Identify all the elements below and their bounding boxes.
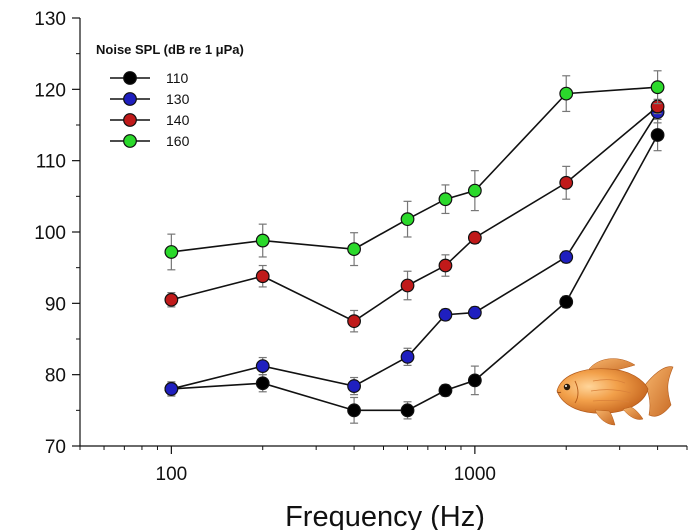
data-point — [347, 379, 361, 393]
series-line — [171, 105, 659, 323]
legend-marker — [123, 113, 137, 127]
goldfish-icon — [556, 358, 674, 426]
series-130 — [164, 100, 665, 396]
data-point — [559, 250, 574, 264]
x-tick-label: 100 — [156, 464, 188, 485]
legend-label: 110 — [166, 70, 189, 86]
data-point — [400, 349, 415, 364]
y-tick-label: 100 — [34, 223, 66, 244]
data-point — [467, 230, 482, 245]
data-point — [400, 278, 415, 293]
x-tick-label: 1000 — [454, 464, 496, 485]
data-point — [467, 373, 482, 388]
legend-item-110: 110 — [110, 70, 189, 86]
data-point — [650, 128, 665, 142]
series-layer — [164, 70, 665, 424]
y-ticks: 70 80 90 100 110 120 130 — [34, 9, 80, 458]
y-tick-label: 70 — [45, 437, 66, 458]
series-line — [171, 134, 659, 412]
x-axis-title: Frequency (Hz) — [285, 501, 485, 530]
y-tick-label: 130 — [34, 9, 66, 30]
y-tick-label: 90 — [45, 294, 66, 315]
x-ticks: 100 1000 — [79, 446, 688, 485]
legend-item-130: 130 — [110, 91, 190, 107]
y-tick-label: 80 — [45, 366, 66, 387]
data-point — [347, 314, 361, 329]
y-tick-label: 110 — [36, 152, 66, 173]
legend: Noise SPL (dB re 1 μPa) 110 130 140 160 — [96, 42, 244, 149]
data-point — [255, 359, 270, 374]
series-160 — [164, 70, 665, 271]
legend-title: Noise SPL (dB re 1 μPa) — [96, 42, 244, 57]
legend-marker — [123, 134, 137, 148]
data-point — [164, 382, 179, 396]
legend-item-140: 140 — [110, 112, 190, 128]
data-point — [347, 242, 361, 257]
data-point — [559, 86, 574, 101]
data-point — [347, 403, 361, 418]
data-point — [255, 269, 270, 284]
y-tick-label: 120 — [34, 80, 66, 101]
data-point — [559, 295, 574, 309]
series-line — [171, 86, 658, 253]
data-point — [438, 192, 453, 207]
data-point — [467, 305, 482, 320]
data-point — [255, 376, 270, 391]
legend-label: 130 — [166, 91, 190, 107]
series-line — [171, 111, 659, 390]
series-140 — [164, 98, 665, 333]
data-point — [650, 80, 665, 95]
data-point — [400, 212, 415, 227]
data-point — [559, 175, 574, 190]
data-point — [400, 403, 415, 418]
legend-marker — [123, 92, 137, 106]
legend-label: 160 — [166, 133, 190, 149]
legend-item-160: 160 — [110, 133, 190, 149]
data-point — [438, 383, 453, 398]
data-point — [438, 258, 453, 273]
legend-label: 140 — [166, 112, 190, 128]
data-point — [467, 183, 482, 198]
legend-marker — [123, 71, 137, 85]
data-point — [438, 307, 453, 322]
data-point — [255, 233, 270, 248]
data-point — [164, 292, 179, 307]
data-point — [164, 245, 179, 259]
